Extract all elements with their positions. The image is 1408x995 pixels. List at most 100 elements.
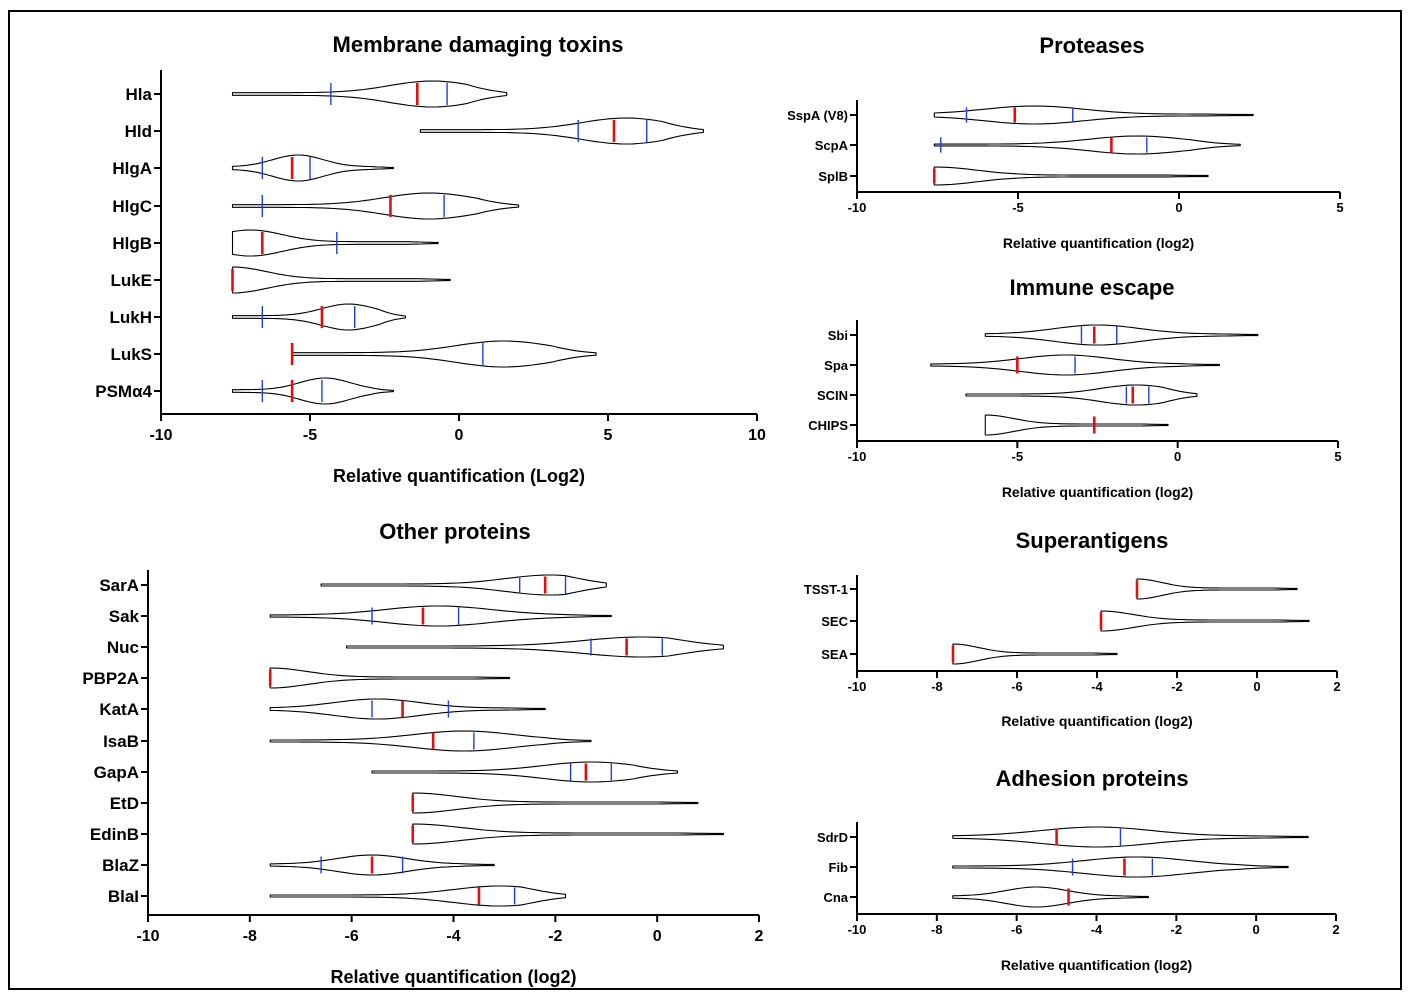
row-label-psma4: PSMα4	[95, 382, 152, 401]
violin-scin: SCIN	[817, 384, 1198, 406]
panel-membrane-damaging-toxins: Membrane damaging toxins -10 -5 0 5 10 Relativ…	[95, 32, 766, 486]
panel-title-superantigens: Superantigens	[1016, 528, 1169, 553]
panel-other-proteins: Other proteins -10 -8 -6 -4 -2 0 2 Relative quan…	[82, 519, 763, 987]
violin-fib: Fib	[829, 856, 1289, 878]
violin-body-psma4	[231, 377, 394, 405]
panel-superantigens: Superantigens -10 -8 -6 -4 -2 0 2 Relative quant…	[804, 528, 1341, 729]
violin-body-blai	[269, 885, 567, 907]
x-tick-label: 2	[1332, 922, 1339, 937]
violin-body-tsst-1	[1136, 578, 1298, 600]
violin-body-edinb	[412, 823, 724, 845]
x-tick-label: 0	[1175, 200, 1182, 215]
row-label-chips: CHIPS	[808, 418, 848, 433]
x-tick-label: 0	[1174, 449, 1181, 464]
violin-body-scin	[965, 384, 1198, 406]
x-tick-label: -10	[848, 922, 867, 937]
violin-chips: CHIPS	[808, 414, 1169, 436]
x-tick-label: -10	[848, 200, 867, 215]
x-tick-label: 5	[604, 427, 613, 444]
x-tick-label: -10	[136, 928, 159, 945]
violin-pbp2a: PBP2A	[82, 667, 511, 689]
row-label-sbi: Sbi	[828, 328, 848, 343]
violin-body-sec	[1100, 610, 1310, 632]
violin-gapa: GapA	[94, 761, 679, 783]
x-tick-label: -8	[931, 922, 943, 937]
violin-body-scpa	[933, 135, 1241, 155]
row-label-gapa: GapA	[94, 763, 139, 782]
x-tick-label: 10	[748, 427, 766, 444]
x-tick-label: 5	[1334, 449, 1341, 464]
violin-body-lukh	[231, 303, 406, 331]
row-label-sak: Sak	[109, 607, 140, 626]
violin-body-chips	[984, 414, 1169, 436]
x-tick-label: -5	[303, 427, 317, 444]
violin-body-luks	[291, 340, 597, 368]
violin-body-luke	[231, 266, 451, 294]
row-label-hla: Hla	[126, 85, 153, 104]
x-tick-label: 5	[1336, 200, 1343, 215]
panel-proteases: Proteases -10 -5 0 5 Relative quantification …	[787, 33, 1344, 251]
x-tick-label: -10	[848, 679, 867, 694]
row-label-luks: LukS	[110, 345, 152, 364]
violin-lukh: LukH	[110, 303, 406, 331]
x-tick-label: -4	[1091, 679, 1103, 694]
x-tick-label: 0	[1253, 679, 1260, 694]
figure-frame	[8, 10, 1402, 990]
violin-sbi: Sbi	[828, 324, 1259, 346]
violin-tsst-1: TSST-1	[804, 578, 1298, 600]
row-label-sspa-v8: SspA (V8)	[787, 108, 848, 123]
violin-sec: SEC	[821, 610, 1310, 632]
violin-body-fib	[952, 856, 1289, 878]
row-label-sara: SarA	[99, 576, 139, 595]
row-label-fib: Fib	[829, 860, 849, 875]
row-label-luke: LukE	[110, 271, 152, 290]
row-label-splb: SplB	[818, 169, 848, 184]
violin-body-hld	[419, 117, 704, 145]
violin-hld: Hld	[125, 117, 704, 145]
x-tick-label: -2	[1171, 679, 1183, 694]
violin-body-cna	[952, 886, 1149, 908]
violin-body-sea	[952, 643, 1118, 665]
violin-psma4: PSMα4	[95, 377, 394, 405]
violin-body-hla	[231, 80, 508, 108]
x-tick-label: 2	[1333, 679, 1340, 694]
row-label-tsst-1: TSST-1	[804, 582, 848, 597]
x-tick-label: -4	[1091, 922, 1103, 937]
x-tick-label: 0	[1253, 922, 1260, 937]
x-tick-label: -2	[548, 928, 562, 945]
x-tick-label: -8	[931, 679, 943, 694]
violin-edinb: EdinB	[90, 823, 724, 845]
row-label-etd: EtD	[110, 794, 139, 813]
violin-sara: SarA	[99, 574, 607, 596]
row-label-nuc: Nuc	[107, 638, 139, 657]
row-label-sec: SEC	[821, 614, 848, 629]
row-label-pbp2a: PBP2A	[82, 669, 139, 688]
row-label-blai: BlaI	[108, 887, 139, 906]
violin-nuc: Nuc	[107, 636, 724, 658]
x-tick-label: 0	[653, 928, 662, 945]
violin-sea: SEA	[821, 643, 1118, 665]
violin-hlgb: HlgB	[112, 229, 439, 257]
violin-body-sspa-v8	[933, 105, 1254, 125]
x-axis-label-proteases: Relative quantification (log2)	[1003, 235, 1194, 251]
x-tick-label: -2	[1171, 922, 1183, 937]
violin-etd: EtD	[110, 792, 699, 814]
row-label-hlgb: HlgB	[112, 234, 152, 253]
violin-body-hlgb	[231, 229, 439, 257]
violin-blai: BlaI	[108, 885, 567, 907]
row-label-hld: Hld	[125, 122, 152, 141]
row-label-blaz: BlaZ	[102, 856, 139, 875]
panel-title-immune-escape: Immune escape	[1009, 275, 1174, 300]
row-label-hlgc: HlgC	[112, 197, 152, 216]
violin-luks: LukS	[110, 340, 597, 368]
row-label-isab: IsaB	[103, 732, 139, 751]
x-tick-label: -6	[345, 928, 359, 945]
x-axis-label-adhesion-proteins: Relative quantification (log2)	[1001, 957, 1192, 973]
x-tick-label: -10	[848, 449, 867, 464]
violin-kata: KatA	[99, 698, 546, 720]
row-label-scpa: ScpA	[815, 138, 849, 153]
violin-cna: Cna	[823, 886, 1149, 908]
violin-sdrd: SdrD	[817, 826, 1309, 848]
x-tick-label: -6	[1011, 679, 1023, 694]
violin-hlgc: HlgC	[112, 192, 520, 220]
